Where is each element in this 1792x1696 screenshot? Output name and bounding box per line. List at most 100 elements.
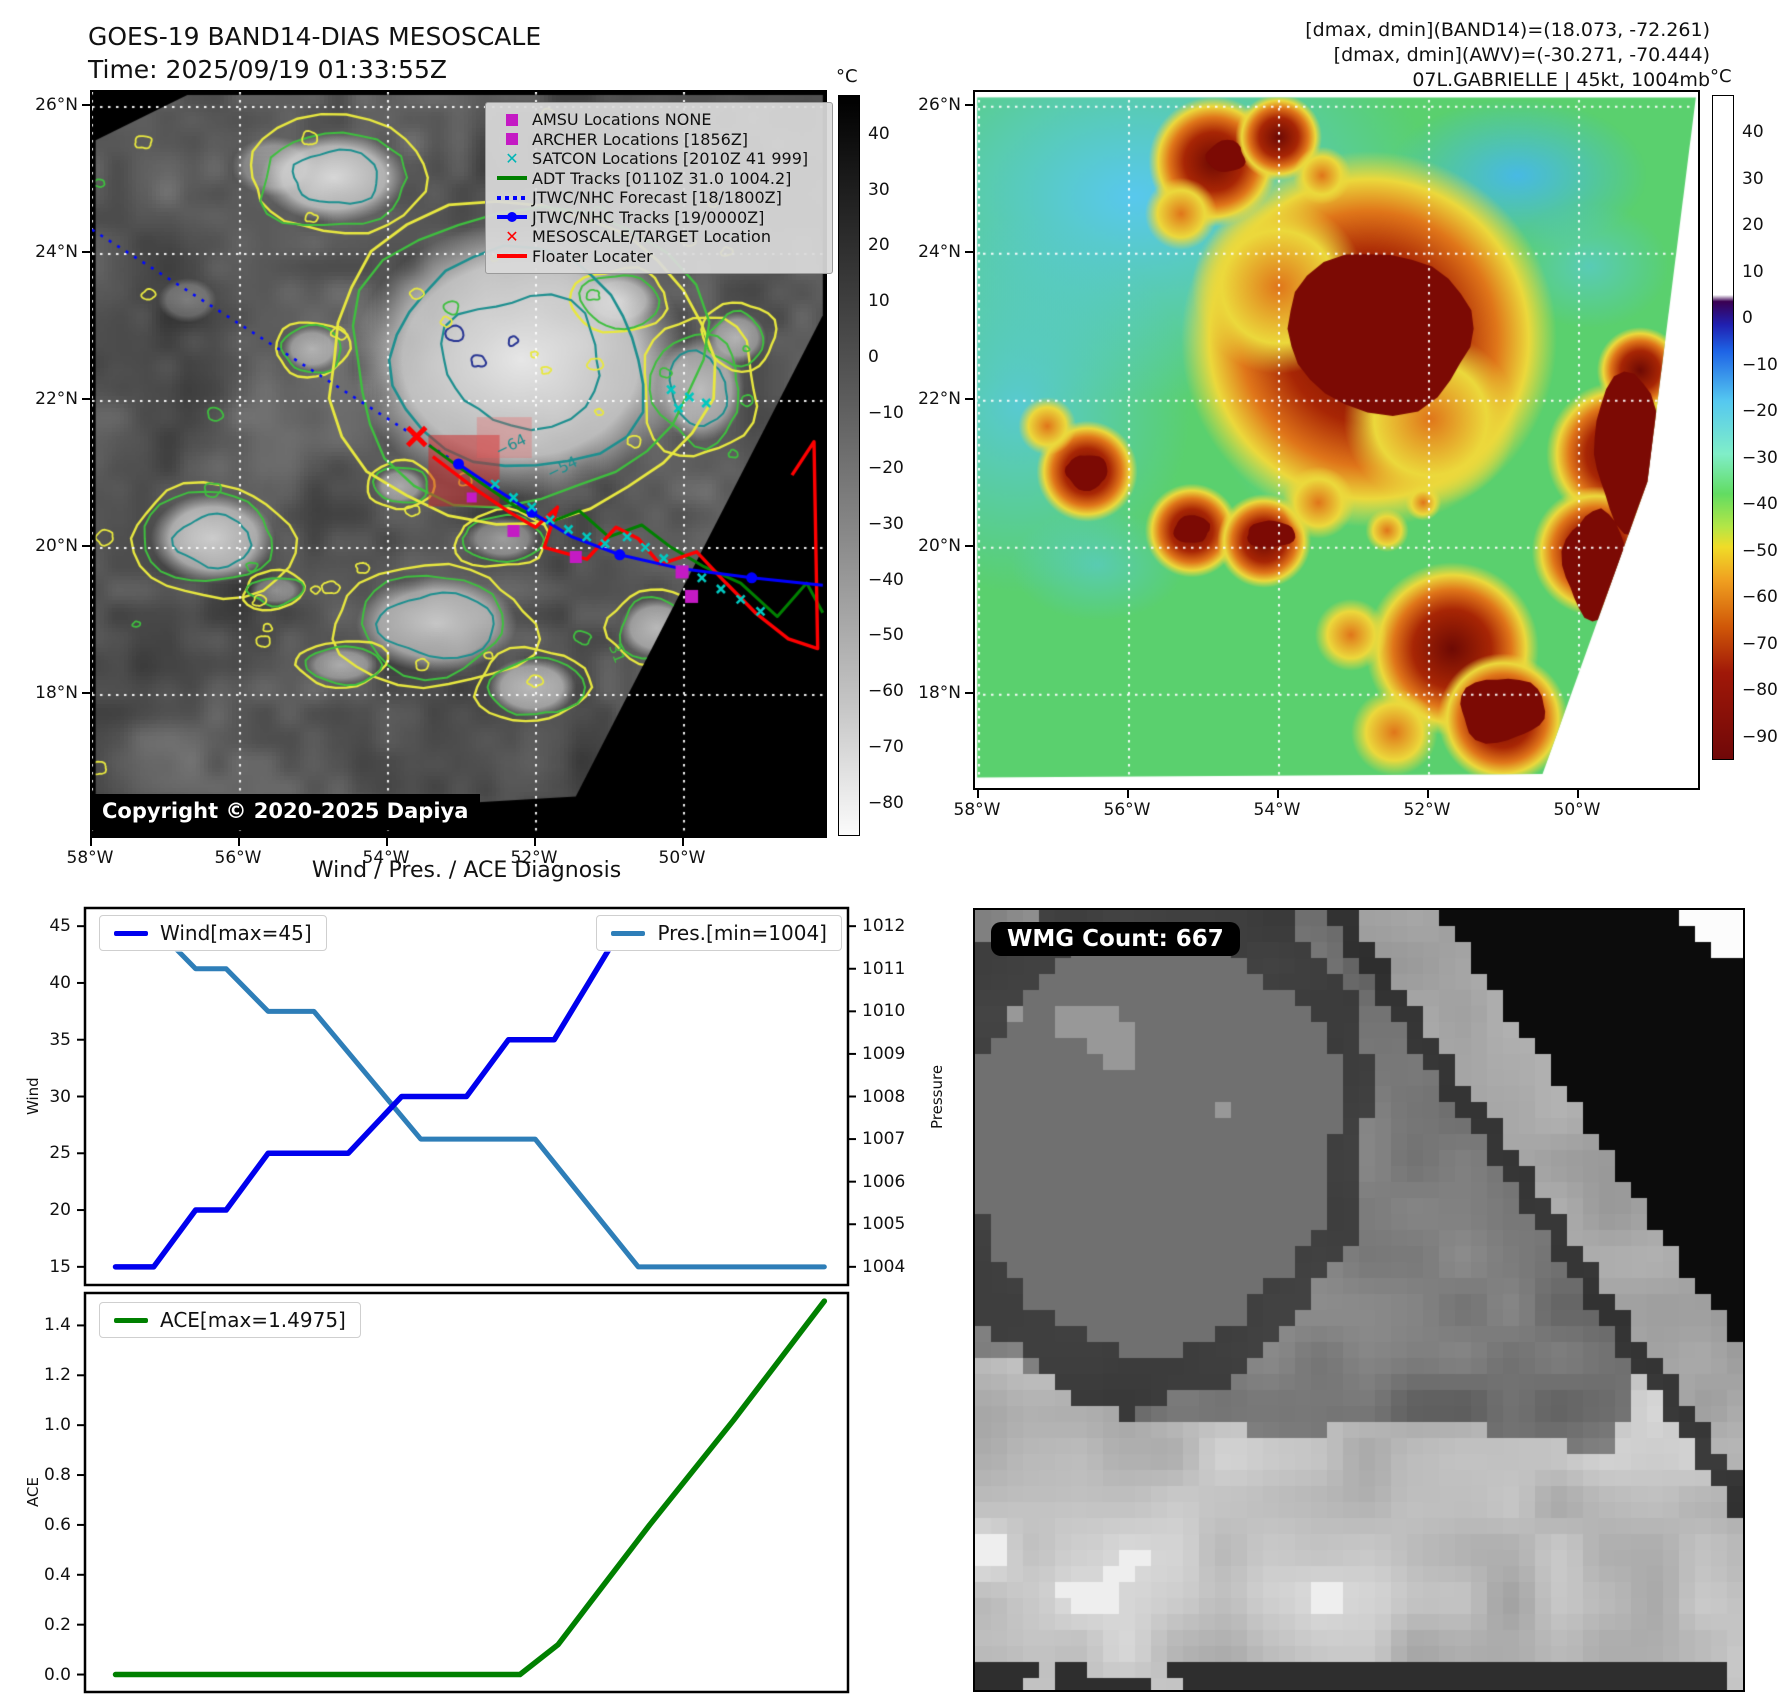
awv-xtick-label: 52°W xyxy=(1403,800,1451,820)
band14-cbar-tick: −80 xyxy=(868,792,904,813)
timestamp: Time: 2025/09/19 01:33:55Z xyxy=(88,55,447,84)
ace-ytick-label: 0.6 xyxy=(43,1514,71,1535)
awv-ytick-label: 24°N xyxy=(918,241,961,262)
legend-item-label: JTWC/NHC Forecast [18/1800Z] xyxy=(532,188,782,208)
band14-cbar-tick: −10 xyxy=(868,402,904,423)
ace-ytick-label: 1.4 xyxy=(43,1315,71,1336)
band14-ytick-label: 20°N xyxy=(35,536,78,556)
band14-cbar-tick: −50 xyxy=(868,625,904,646)
pres-legend-label: Pres.[min=1004] xyxy=(657,921,827,945)
ace-ytick-label: 0.2 xyxy=(43,1614,71,1635)
awv-cbar-tick: −70 xyxy=(1742,633,1778,654)
page-title: GOES-19 BAND14-DIAS MESOSCALE xyxy=(88,22,542,51)
awv-cbar-tick: −60 xyxy=(1742,587,1778,608)
legend-item: ARCHER Locations [1856Z] xyxy=(492,130,822,150)
ace-axis-title: ACE xyxy=(24,1477,42,1508)
awv-ytick-label: 20°N xyxy=(918,535,961,556)
awv-cbar-tick: −80 xyxy=(1742,680,1778,701)
ace-legend: ACE[max=1.4975] xyxy=(99,1302,361,1338)
ace-legend-label: ACE[max=1.4975] xyxy=(160,1308,346,1332)
awv-xtick xyxy=(977,790,979,798)
ace-ytick-label: 1.0 xyxy=(43,1415,71,1436)
awv-xtick-label: 58°W xyxy=(953,800,1001,820)
awv-cbar-tick: −20 xyxy=(1742,401,1778,422)
awv-colorbar-unit: °C xyxy=(1710,66,1732,87)
band14-cbar-tick: −60 xyxy=(868,681,904,702)
legend-item-label: ARCHER Locations [1856Z] xyxy=(532,129,749,149)
pres-legend: Pres.[min=1004] xyxy=(596,915,842,951)
band14-map-legend: AMSU Locations NONE ARCHER Locations [185… xyxy=(485,102,833,274)
legend-item: ADT Tracks [0110Z 31.0 1004.2] xyxy=(492,169,822,189)
diagnosis-title: Wind / Pres. / ACE Diagnosis xyxy=(311,858,622,883)
awv-cbar-tick: 10 xyxy=(1742,261,1764,282)
awv-ytick-label: 26°N xyxy=(918,94,961,115)
band14-map-panel: AMSU Locations NONE ARCHER Locations [185… xyxy=(90,90,833,838)
pressure-ytick-label: 1004 xyxy=(862,1256,906,1277)
wmg-count-badge: WMG Count: 667 xyxy=(991,922,1240,956)
band14-ytick-label: 24°N xyxy=(35,242,78,262)
x-marker-icon: ✕ xyxy=(505,148,519,168)
awv-xtick-label: 56°W xyxy=(1103,800,1151,820)
band14-colorbar-unit: °C xyxy=(836,66,858,87)
wind-ytick-label: 30 xyxy=(49,1086,71,1107)
header-left: GOES-19 BAND14-DIAS MESOSCALE Time: 2025… xyxy=(88,20,541,86)
awv-ytick-label: 18°N xyxy=(918,682,961,703)
wind-legend-label: Wind[max=45] xyxy=(160,921,312,945)
band14-xtick xyxy=(386,838,388,846)
legend-item: AMSU Locations NONE xyxy=(492,110,822,130)
pressure-axis-title: Pressure xyxy=(928,1064,946,1129)
square-marker-icon xyxy=(492,113,532,126)
band14-cbar-tick: 30 xyxy=(868,179,890,200)
legend-item: ✕ SATCON Locations [2010Z 41 999] xyxy=(492,149,822,169)
band14-ytick-label: 18°N xyxy=(35,683,78,703)
wind-ytick-label: 15 xyxy=(49,1256,71,1277)
square-marker-icon xyxy=(492,133,532,146)
pressure-ytick-label: 1005 xyxy=(862,1214,906,1235)
band14-cbar-tick: 0 xyxy=(868,346,879,367)
legend-item-label: MESOSCALE/TARGET Location xyxy=(532,227,771,247)
header-right: [dmax, dmin](BAND14)=(18.073, -72.261) [… xyxy=(1305,18,1710,93)
pressure-ytick-label: 1011 xyxy=(862,958,906,979)
band14-cbar-tick: −70 xyxy=(868,736,904,757)
awv-cbar-tick: −40 xyxy=(1742,494,1778,515)
legend-item: JTWC/NHC Tracks [19/0000Z] xyxy=(492,208,822,228)
band14-cbar-tick: −40 xyxy=(868,569,904,590)
pressure-ytick-label: 1009 xyxy=(862,1043,906,1064)
awv-map-panel xyxy=(973,90,1700,790)
band14-xtick-label: 54°W xyxy=(362,848,410,868)
awv-cbar-tick: −50 xyxy=(1742,540,1778,561)
band14-cbar-tick: −20 xyxy=(868,458,904,479)
band14-ytick xyxy=(82,104,90,106)
wmg-panel: WMG Count: 667 xyxy=(973,908,1745,1692)
line-dot-marker-icon xyxy=(492,212,532,223)
wind-legend: Wind[max=45] xyxy=(99,915,327,951)
band14-xtick xyxy=(90,838,92,846)
legend-item-label: AMSU Locations NONE xyxy=(532,110,712,130)
copyright-label: Copyright © 2020-2025 Dapiya xyxy=(92,794,481,830)
band14-colorbar xyxy=(838,95,860,836)
band14-cbar-tick: −30 xyxy=(868,514,904,534)
awv-ytick xyxy=(965,397,973,400)
band14-ytick xyxy=(82,545,90,547)
line-marker-icon xyxy=(492,176,532,181)
line-marker-icon xyxy=(492,254,532,259)
band14-cbar-tick: 20 xyxy=(868,235,890,256)
pres-legend-swatch xyxy=(611,930,646,936)
legend-item-label: Floater Locater xyxy=(532,246,653,266)
wind-ytick-label: 45 xyxy=(49,916,71,937)
legend-item: Floater Locater xyxy=(492,247,822,267)
band14-xtick xyxy=(534,838,536,846)
awv-xtick-label: 54°W xyxy=(1253,800,1301,820)
band14-xtick xyxy=(682,838,684,846)
band14-xtick xyxy=(238,838,240,846)
awv-ytick xyxy=(965,103,973,106)
awv-cbar-tick: 0 xyxy=(1742,308,1753,329)
band14-xtick-label: 58°W xyxy=(66,848,114,868)
awv-colorbar xyxy=(1712,95,1734,760)
awv-cbar-tick: 40 xyxy=(1742,122,1764,143)
awv-ytick xyxy=(965,544,973,547)
pressure-ytick-label: 1012 xyxy=(862,916,906,937)
wind-ytick-label: 25 xyxy=(49,1143,71,1164)
storm-summary: 07L.GABRIELLE | 45kt, 1004mb xyxy=(1412,69,1710,91)
band14-ytick xyxy=(82,251,90,253)
